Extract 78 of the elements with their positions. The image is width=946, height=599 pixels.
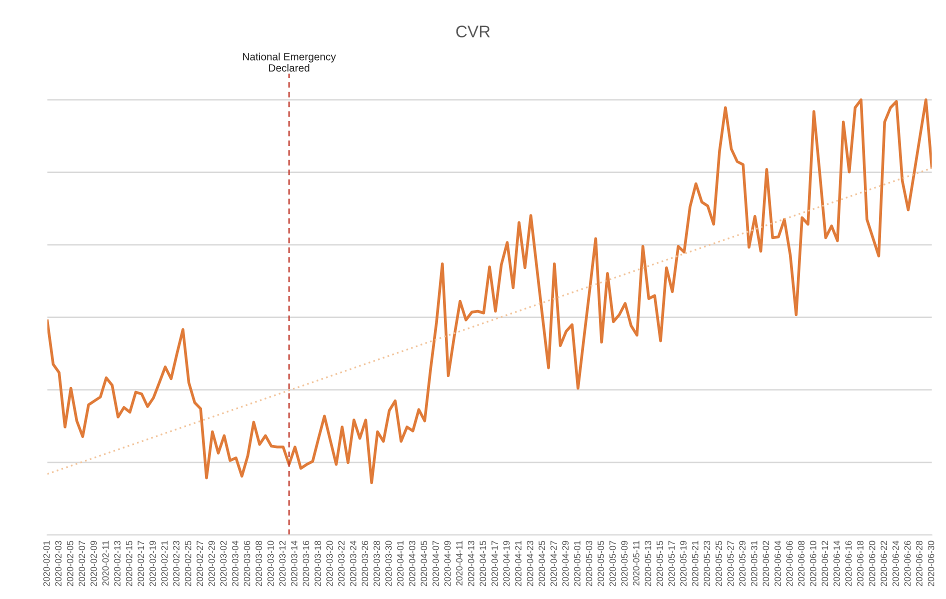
- x-tick-label: 2020-02-13: [114, 540, 120, 586]
- x-tick-label: 2020-06-06: [786, 540, 793, 586]
- x-tick-label: 2020-04-03: [408, 540, 416, 586]
- x-tick-label: 2020-05-25: [716, 540, 722, 586]
- x-tick-label: 2020-04-05: [420, 540, 428, 586]
- x-tick-label: 2020-04-19: [503, 540, 510, 586]
- chart-title: CVR: [456, 26, 490, 38]
- x-tick-label: 2020-06-26: [904, 540, 911, 586]
- x-tick-label: 2020-03-12: [279, 540, 286, 586]
- x-tick-label: 2020-02-01: [43, 540, 50, 586]
- x-tick-label: 2020-03-24: [350, 540, 356, 586]
- x-tick-label: 2020-02-29: [208, 540, 215, 586]
- x-tick-label: 2020-04-27: [550, 540, 557, 586]
- x-tick-label: 2020-04-11: [456, 540, 462, 586]
- ref-line-label: National Emergency Declared: [243, 52, 336, 72]
- x-tick-label: 2020-05-19: [680, 540, 687, 586]
- x-tick-label: 2020-02-09: [90, 540, 97, 586]
- x-tick-label: 2020-05-17: [668, 540, 675, 586]
- x-tick-label: 2020-02-17: [138, 540, 144, 586]
- x-tick-label: 2020-06-10: [810, 540, 816, 586]
- x-tick-label: 2020-03-06: [244, 540, 250, 586]
- x-tick-label: 2020-04-21: [515, 540, 522, 586]
- x-tick-label: 2020-04-09: [444, 540, 451, 586]
- x-tick-label: 2020-02-15: [126, 540, 132, 586]
- x-tick-label: 2020-02-07: [78, 540, 86, 586]
- x-tick-label: 2020-05-09: [621, 540, 628, 586]
- x-tick-label: 2020-06-02: [762, 540, 770, 586]
- x-tick-label: 2020-06-12: [822, 540, 828, 586]
- x-tick-label: 2020-05-03: [586, 540, 592, 586]
- x-tick-label: 2020-03-10: [267, 540, 274, 586]
- x-tick-label: 2020-05-31: [750, 540, 758, 586]
- x-tick-label: 2020-03-04: [232, 540, 238, 586]
- x-tick-label: 2020-03-16: [302, 540, 310, 586]
- x-tick-label: 2020-04-23: [526, 540, 534, 586]
- x-tick-label: 2020-05-13: [644, 540, 652, 586]
- x-tick-label: 2020-04-17: [491, 540, 498, 586]
- x-tick-label: 2020-05-21: [692, 540, 698, 586]
- x-tick-label: 2020-05-11: [633, 540, 640, 586]
- x-tick-label: 2020-04-13: [468, 540, 474, 586]
- x-tick-label: 2020-05-05: [598, 540, 604, 586]
- x-tick-label: 2020-05-07: [609, 540, 616, 586]
- x-tick-label: 2020-03-14: [290, 540, 298, 586]
- x-tick-label: 2020-03-18: [314, 540, 321, 586]
- x-tick-label: 2020-03-28: [374, 540, 380, 586]
- x-tick-label: 2020-04-15: [480, 540, 486, 586]
- x-tick-label: 2020-04-29: [562, 540, 569, 586]
- x-tick-label: 2020-02-25: [184, 540, 192, 586]
- x-tick-label: 2020-06-22: [880, 540, 888, 586]
- x-tick-label: 2020-02-23: [173, 540, 180, 586]
- x-tick-label: 2020-04-01: [397, 540, 404, 586]
- x-tick-label: 2020-03-02: [220, 540, 227, 586]
- x-tick-label: 2020-03-20: [326, 540, 333, 586]
- x-tick-label: 2020-02-19: [149, 540, 156, 586]
- x-tick-label: 2020-03-26: [362, 540, 368, 586]
- x-tick-label: 2020-05-27: [727, 540, 734, 586]
- x-tick-label: 2020-06-16: [845, 540, 852, 586]
- x-tick-label: 2020-02-21: [161, 540, 168, 586]
- x-tick-label: 2020-06-24: [892, 540, 899, 586]
- x-tick-label: 2020-03-30: [385, 540, 392, 586]
- x-tick-label: 2020-05-23: [704, 540, 710, 586]
- x-tick-label: 2020-02-27: [196, 540, 204, 586]
- x-tick-label: 2020-04-25: [538, 540, 546, 586]
- x-tick-label: 2020-02-05: [66, 540, 74, 586]
- x-tick-label: 2020-05-29: [739, 540, 746, 586]
- x-tick-label: 2020-06-18: [857, 540, 864, 586]
- x-tick-label: 2020-05-01: [574, 540, 580, 586]
- x-tick-label: 2020-02-03: [55, 540, 62, 586]
- x-tick-label: 2020-02-11: [102, 540, 109, 586]
- x-tick-label: 2020-06-04: [774, 540, 781, 586]
- x-tick-label: 2020-03-22: [338, 540, 345, 586]
- x-tick-label: 2020-03-08: [256, 540, 262, 586]
- x-tick-label: 2020-05-15: [656, 540, 663, 586]
- x-tick-label: 2020-04-07: [432, 540, 439, 586]
- x-tick-label: 2020-06-28: [916, 540, 922, 586]
- x-tick-label: 2020-06-14: [833, 540, 840, 586]
- x-tick-label: 2020-06-08: [798, 540, 805, 586]
- x-tick-label: 2020-06-20: [868, 540, 876, 586]
- x-tick-label: 2020-06-30: [928, 540, 934, 586]
